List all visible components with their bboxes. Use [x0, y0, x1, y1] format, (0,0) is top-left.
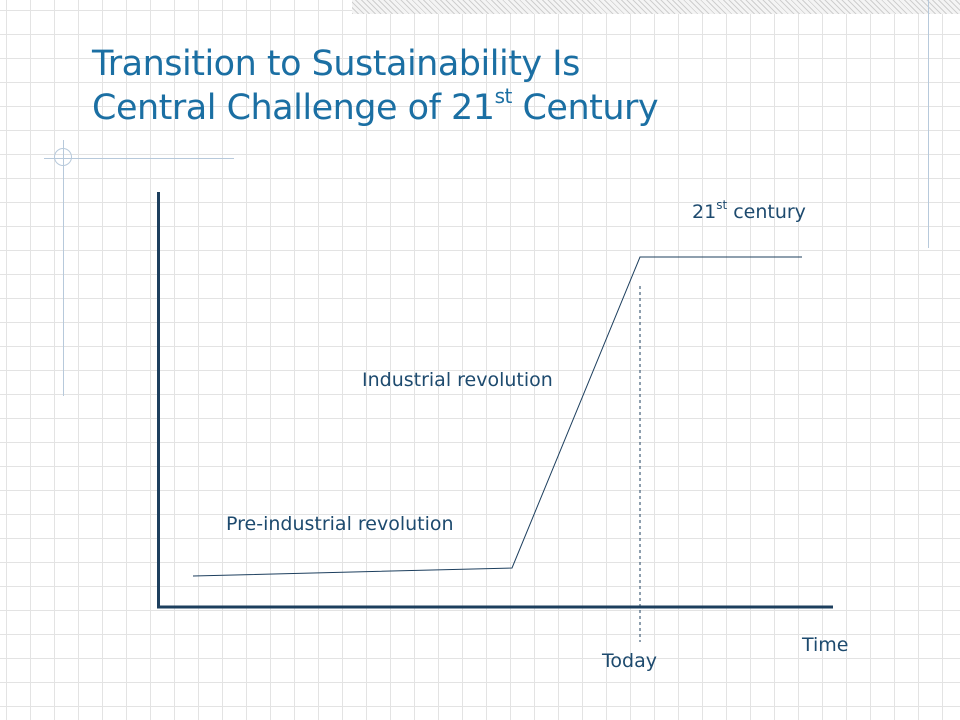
twenty-first-century-label: 21st century: [692, 198, 806, 223]
century-word: century: [727, 201, 806, 223]
title-line-1: Transition to Sustainability Is: [92, 44, 580, 84]
title-superscript: st: [494, 84, 513, 108]
time-axis-label: Time: [802, 634, 849, 656]
decorative-ring: [54, 148, 72, 166]
decorative-vertical-rule-right: [928, 0, 929, 248]
decorative-vertical-rule-left: [63, 140, 64, 396]
pre-industrial-revolution-label: Pre-industrial revolution: [226, 513, 454, 535]
title-line-2-end: Century: [511, 88, 659, 128]
decorative-horizontal-rule: [44, 158, 234, 159]
today-label: Today: [602, 650, 657, 672]
century-superscript: st: [716, 198, 728, 212]
title-line-2: Central Challenge of 21: [92, 88, 495, 128]
transition-curve: [192, 256, 802, 577]
decorative-top-band: [352, 0, 960, 14]
slide-title: Transition to Sustainability Is Central …: [92, 42, 659, 130]
century-number: 21: [692, 201, 717, 223]
industrial-revolution-label: Industrial revolution: [362, 369, 553, 391]
